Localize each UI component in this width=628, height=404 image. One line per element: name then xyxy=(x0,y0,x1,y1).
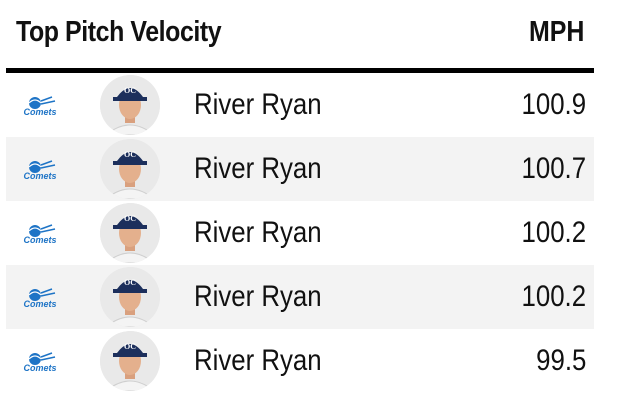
velocity-value: 100.2 xyxy=(521,280,586,313)
comets-logo-icon: Comets xyxy=(23,352,57,373)
velocity-value: 100.7 xyxy=(521,152,586,185)
leaderboard-row[interactable]: Comets OC River Ryan 99.5 xyxy=(6,329,594,393)
player-headshot-icon: OC xyxy=(100,75,160,135)
svg-text:Comets: Comets xyxy=(23,299,56,309)
comets-logo-icon: Comets xyxy=(23,160,57,181)
player-avatar[interactable]: OC xyxy=(100,331,160,391)
leaderboard-header: Top Pitch Velocity MPH xyxy=(6,0,594,70)
player-avatar[interactable]: OC xyxy=(100,203,160,263)
player-name[interactable]: River Ryan xyxy=(194,280,322,313)
player-name[interactable]: River Ryan xyxy=(194,344,322,377)
player-headshot-icon: OC xyxy=(100,267,160,327)
svg-text:Comets: Comets xyxy=(23,107,56,117)
header-divider xyxy=(6,68,594,73)
svg-text:OC: OC xyxy=(124,150,136,159)
comets-logo-icon: Comets xyxy=(23,96,57,117)
player-avatar[interactable]: OC xyxy=(100,139,160,199)
comets-logo-icon: Comets xyxy=(23,288,57,309)
leaderboard-row[interactable]: Comets OC River Ryan 100.7 xyxy=(6,137,594,201)
player-name[interactable]: River Ryan xyxy=(194,152,322,185)
player-name[interactable]: River Ryan xyxy=(194,88,322,121)
player-avatar[interactable]: OC xyxy=(100,75,160,135)
comets-logo-icon: Comets xyxy=(23,224,57,245)
mph-column-label: MPH xyxy=(528,16,584,48)
velocity-value: 100.2 xyxy=(521,216,586,249)
player-headshot-icon: OC xyxy=(100,203,160,263)
svg-text:Comets: Comets xyxy=(23,171,56,181)
leaderboard-row[interactable]: Comets OC River Ryan 100.9 xyxy=(6,73,594,137)
leaderboard-row[interactable]: Comets OC River Ryan 100.2 xyxy=(6,201,594,265)
player-avatar[interactable]: OC xyxy=(100,267,160,327)
svg-text:Comets: Comets xyxy=(23,235,56,245)
player-name[interactable]: River Ryan xyxy=(194,216,322,249)
leaderboard-list: Comets OC River Ryan 100.9 Comets xyxy=(6,73,594,393)
velocity-value: 99.5 xyxy=(535,344,586,377)
leaderboard-title: Top Pitch Velocity xyxy=(16,16,222,48)
velocity-value: 100.9 xyxy=(521,88,586,121)
svg-text:Comets: Comets xyxy=(23,363,56,373)
player-headshot-icon: OC xyxy=(100,139,160,199)
svg-text:OC: OC xyxy=(124,342,136,351)
leaderboard-row[interactable]: Comets OC River Ryan 100.2 xyxy=(6,265,594,329)
svg-text:OC: OC xyxy=(124,214,136,223)
svg-text:OC: OC xyxy=(124,278,136,287)
svg-text:OC: OC xyxy=(124,86,136,95)
player-headshot-icon: OC xyxy=(100,331,160,391)
